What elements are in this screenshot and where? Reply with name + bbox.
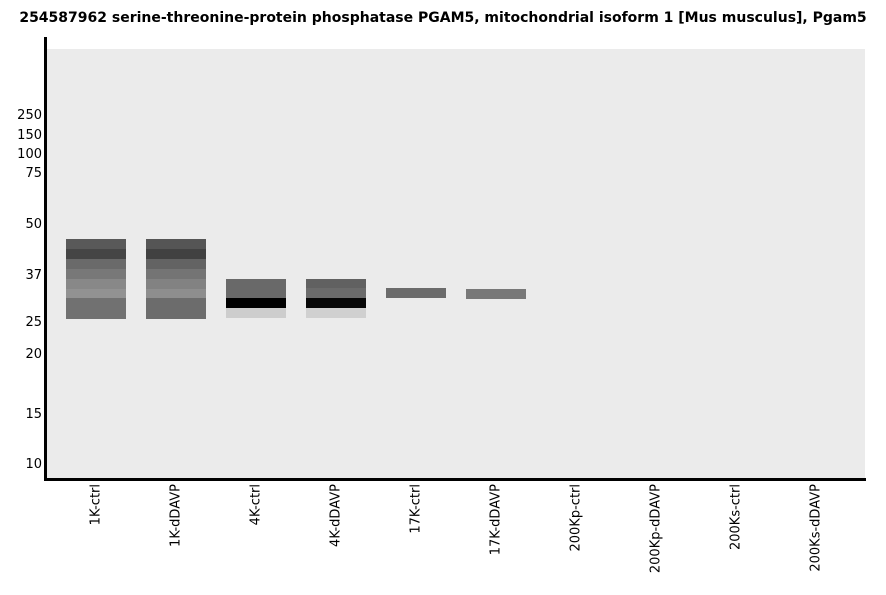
gel-band [66, 259, 126, 269]
y-tick-label: 10 [25, 457, 42, 472]
gel-band [66, 279, 126, 289]
y-tick-label: 15 [25, 407, 42, 422]
x-tick-label: 4K-dDAVP [328, 484, 344, 547]
chart-title: 254587962 serine-threonine-protein phosp… [19, 10, 867, 26]
gel-band [306, 288, 366, 298]
gel-band [226, 308, 286, 318]
gel-band [66, 269, 126, 279]
x-tick-label: 17K-dDAVP [488, 484, 504, 556]
x-tick-label: 4K-ctrl [248, 484, 264, 526]
gel-band [146, 298, 206, 319]
gel-band [226, 279, 286, 298]
x-tick-label: 1K-dDAVP [168, 484, 184, 547]
gel-band [386, 288, 446, 298]
x-tick-label: 1K-ctrl [88, 484, 104, 526]
gel-band [226, 298, 286, 308]
y-tick-label: 20 [25, 347, 42, 362]
x-tick-label: 200Kp-ctrl [568, 484, 584, 552]
gel-band [306, 308, 366, 318]
x-tick-label: 200Ks-dDAVP [808, 484, 824, 572]
x-tick-label: 200Ks-ctrl [728, 484, 744, 551]
y-tick-label: 37 [25, 268, 42, 283]
gel-band [66, 298, 126, 319]
y-tick-label: 150 [17, 128, 42, 143]
gel-band [146, 249, 206, 259]
y-tick-label: 75 [25, 166, 42, 181]
gel-band [306, 298, 366, 308]
gel-band [146, 269, 206, 279]
gel-band [66, 239, 126, 249]
y-tick-label: 100 [17, 147, 42, 162]
gel-band [306, 279, 366, 288]
x-axis-line [44, 478, 866, 481]
x-tick-label: 200Kp-dDAVP [648, 484, 664, 574]
gel-band [146, 239, 206, 249]
y-tick-label: 25 [25, 315, 42, 330]
gel-band [466, 289, 526, 299]
x-tick-label: 17K-ctrl [408, 484, 424, 534]
y-axis-line [44, 37, 47, 481]
gel-band [146, 279, 206, 289]
gel-band [66, 249, 126, 259]
y-tick-label: 250 [17, 108, 42, 123]
gel-band [146, 259, 206, 269]
y-tick-label: 50 [25, 217, 42, 232]
gel-band [146, 289, 206, 298]
gel-band [66, 289, 126, 298]
